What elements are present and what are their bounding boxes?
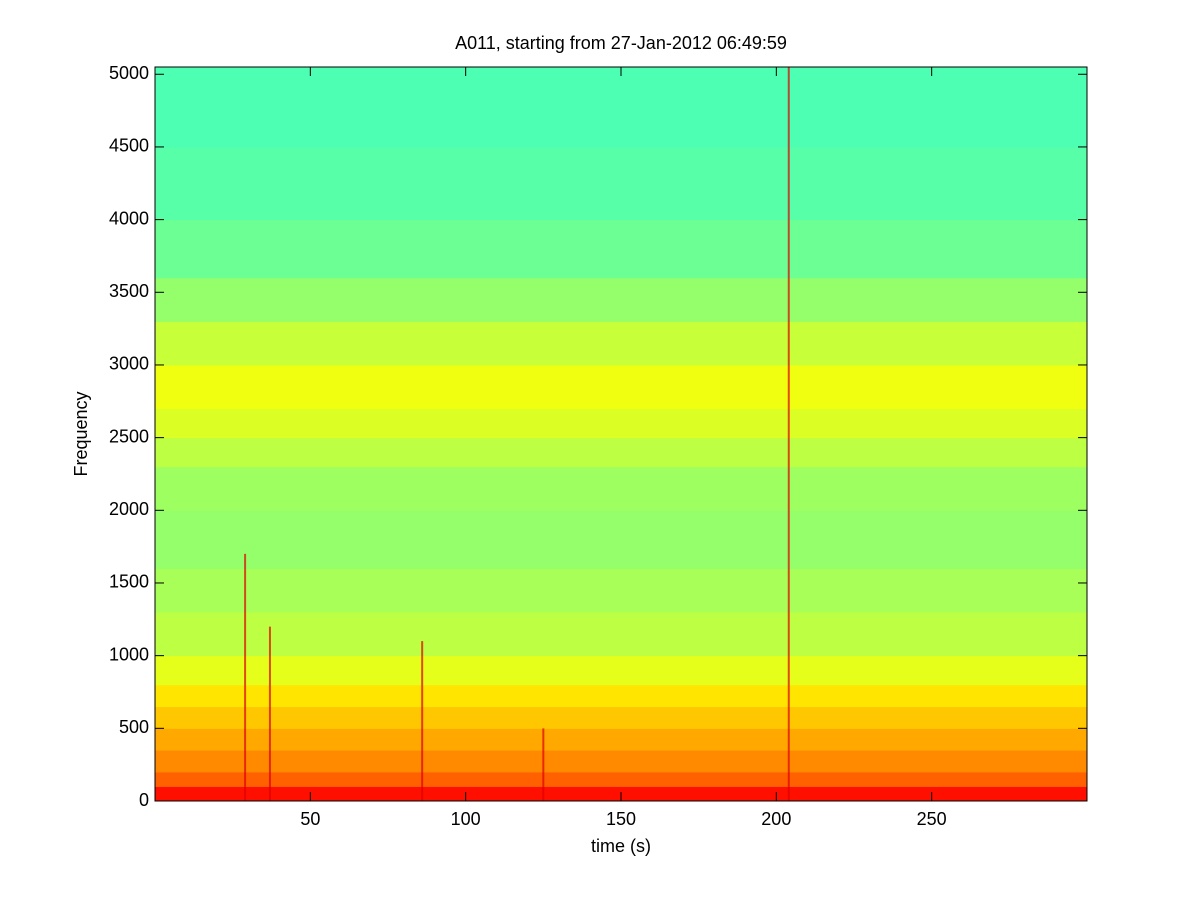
y-tick-label: 5000: [109, 63, 149, 83]
chart-title: A011, starting from 27-Jan-2012 06:49:59: [455, 33, 787, 53]
y-tick-label: 1500: [109, 572, 149, 592]
y-tick-label: 500: [119, 717, 149, 737]
y-tick-label: 0: [139, 790, 149, 810]
y-tick-label: 2500: [109, 426, 149, 446]
spectrogram-band: [155, 437, 1087, 468]
spectrogram-band: [155, 219, 1087, 279]
spectrogram-band: [155, 612, 1087, 657]
x-tick-label: 100: [451, 809, 481, 829]
spectrogram-band: [155, 67, 1087, 148]
y-axis-label: Frequency: [71, 391, 91, 476]
spectrogram-band: [155, 277, 1087, 322]
y-tick-label: 3000: [109, 354, 149, 374]
plot-area: [155, 67, 1087, 802]
x-tick-label: 150: [606, 809, 636, 829]
spectrogram-band: [155, 655, 1087, 686]
spectrogram-band: [155, 466, 1087, 511]
x-tick-label: 250: [917, 809, 947, 829]
spectrogram-band: [155, 364, 1087, 410]
y-tick-label: 3500: [109, 281, 149, 301]
y-tick-label: 2000: [109, 499, 149, 519]
spectrogram-band: [155, 146, 1087, 221]
spectrogram-band: [155, 321, 1087, 366]
y-tick-label: 1000: [109, 644, 149, 664]
y-tick-label: 4000: [109, 208, 149, 228]
spectrogram-band: [155, 684, 1087, 708]
x-tick-label: 50: [300, 809, 320, 829]
spectrogram-band: [155, 771, 1087, 787]
spectrogram-band: [155, 510, 1087, 569]
y-tick-label: 4500: [109, 136, 149, 156]
spectrogram-band: [155, 728, 1087, 751]
x-tick-label: 200: [761, 809, 791, 829]
x-axis-label: time (s): [591, 836, 651, 856]
spectrogram-band: [155, 568, 1087, 613]
spectrogram-band: [155, 750, 1087, 773]
spectrogram-band: [155, 706, 1087, 729]
spectrogram-band: [155, 408, 1087, 439]
